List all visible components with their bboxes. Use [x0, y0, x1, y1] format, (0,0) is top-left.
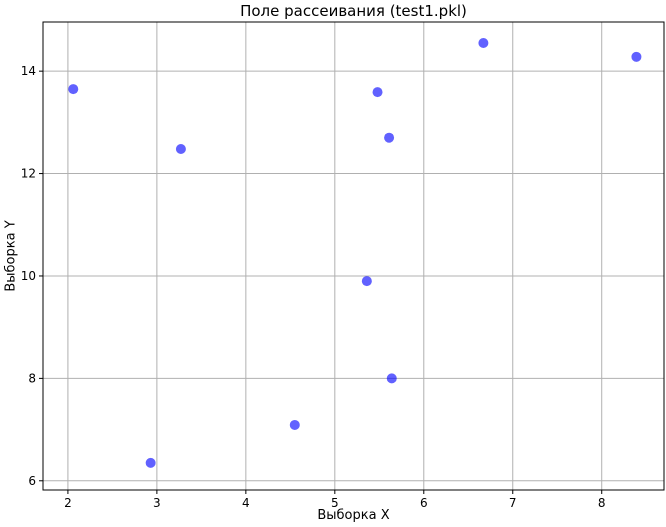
data-point	[386, 373, 397, 384]
x-tick-label: 7	[509, 496, 517, 510]
data-point	[68, 84, 79, 95]
y-tick-label: 8	[28, 371, 36, 385]
y-tick-label: 6	[28, 474, 36, 488]
data-point	[478, 37, 489, 48]
data-point	[145, 457, 156, 468]
x-tick-label: 5	[331, 496, 339, 510]
x-tick-label: 2	[64, 496, 72, 510]
x-tick-label: 3	[153, 496, 161, 510]
x-axis-label: Выборка X	[317, 508, 390, 523]
chart-title: Поле рассеивания (test1.pkl)	[240, 2, 467, 20]
plot-border	[42, 21, 665, 491]
data-point	[384, 132, 395, 143]
x-tick-label: 8	[598, 496, 606, 510]
data-point	[289, 419, 300, 430]
data-point	[631, 51, 642, 62]
y-tick-label: 14	[21, 64, 36, 78]
x-tick-label: 4	[242, 496, 250, 510]
y-tick-label: 10	[21, 269, 36, 283]
data-point	[175, 143, 186, 154]
data-point	[361, 276, 372, 287]
data-point	[372, 87, 383, 98]
x-tick-label: 6	[420, 496, 428, 510]
y-tick-label: 12	[21, 167, 36, 181]
